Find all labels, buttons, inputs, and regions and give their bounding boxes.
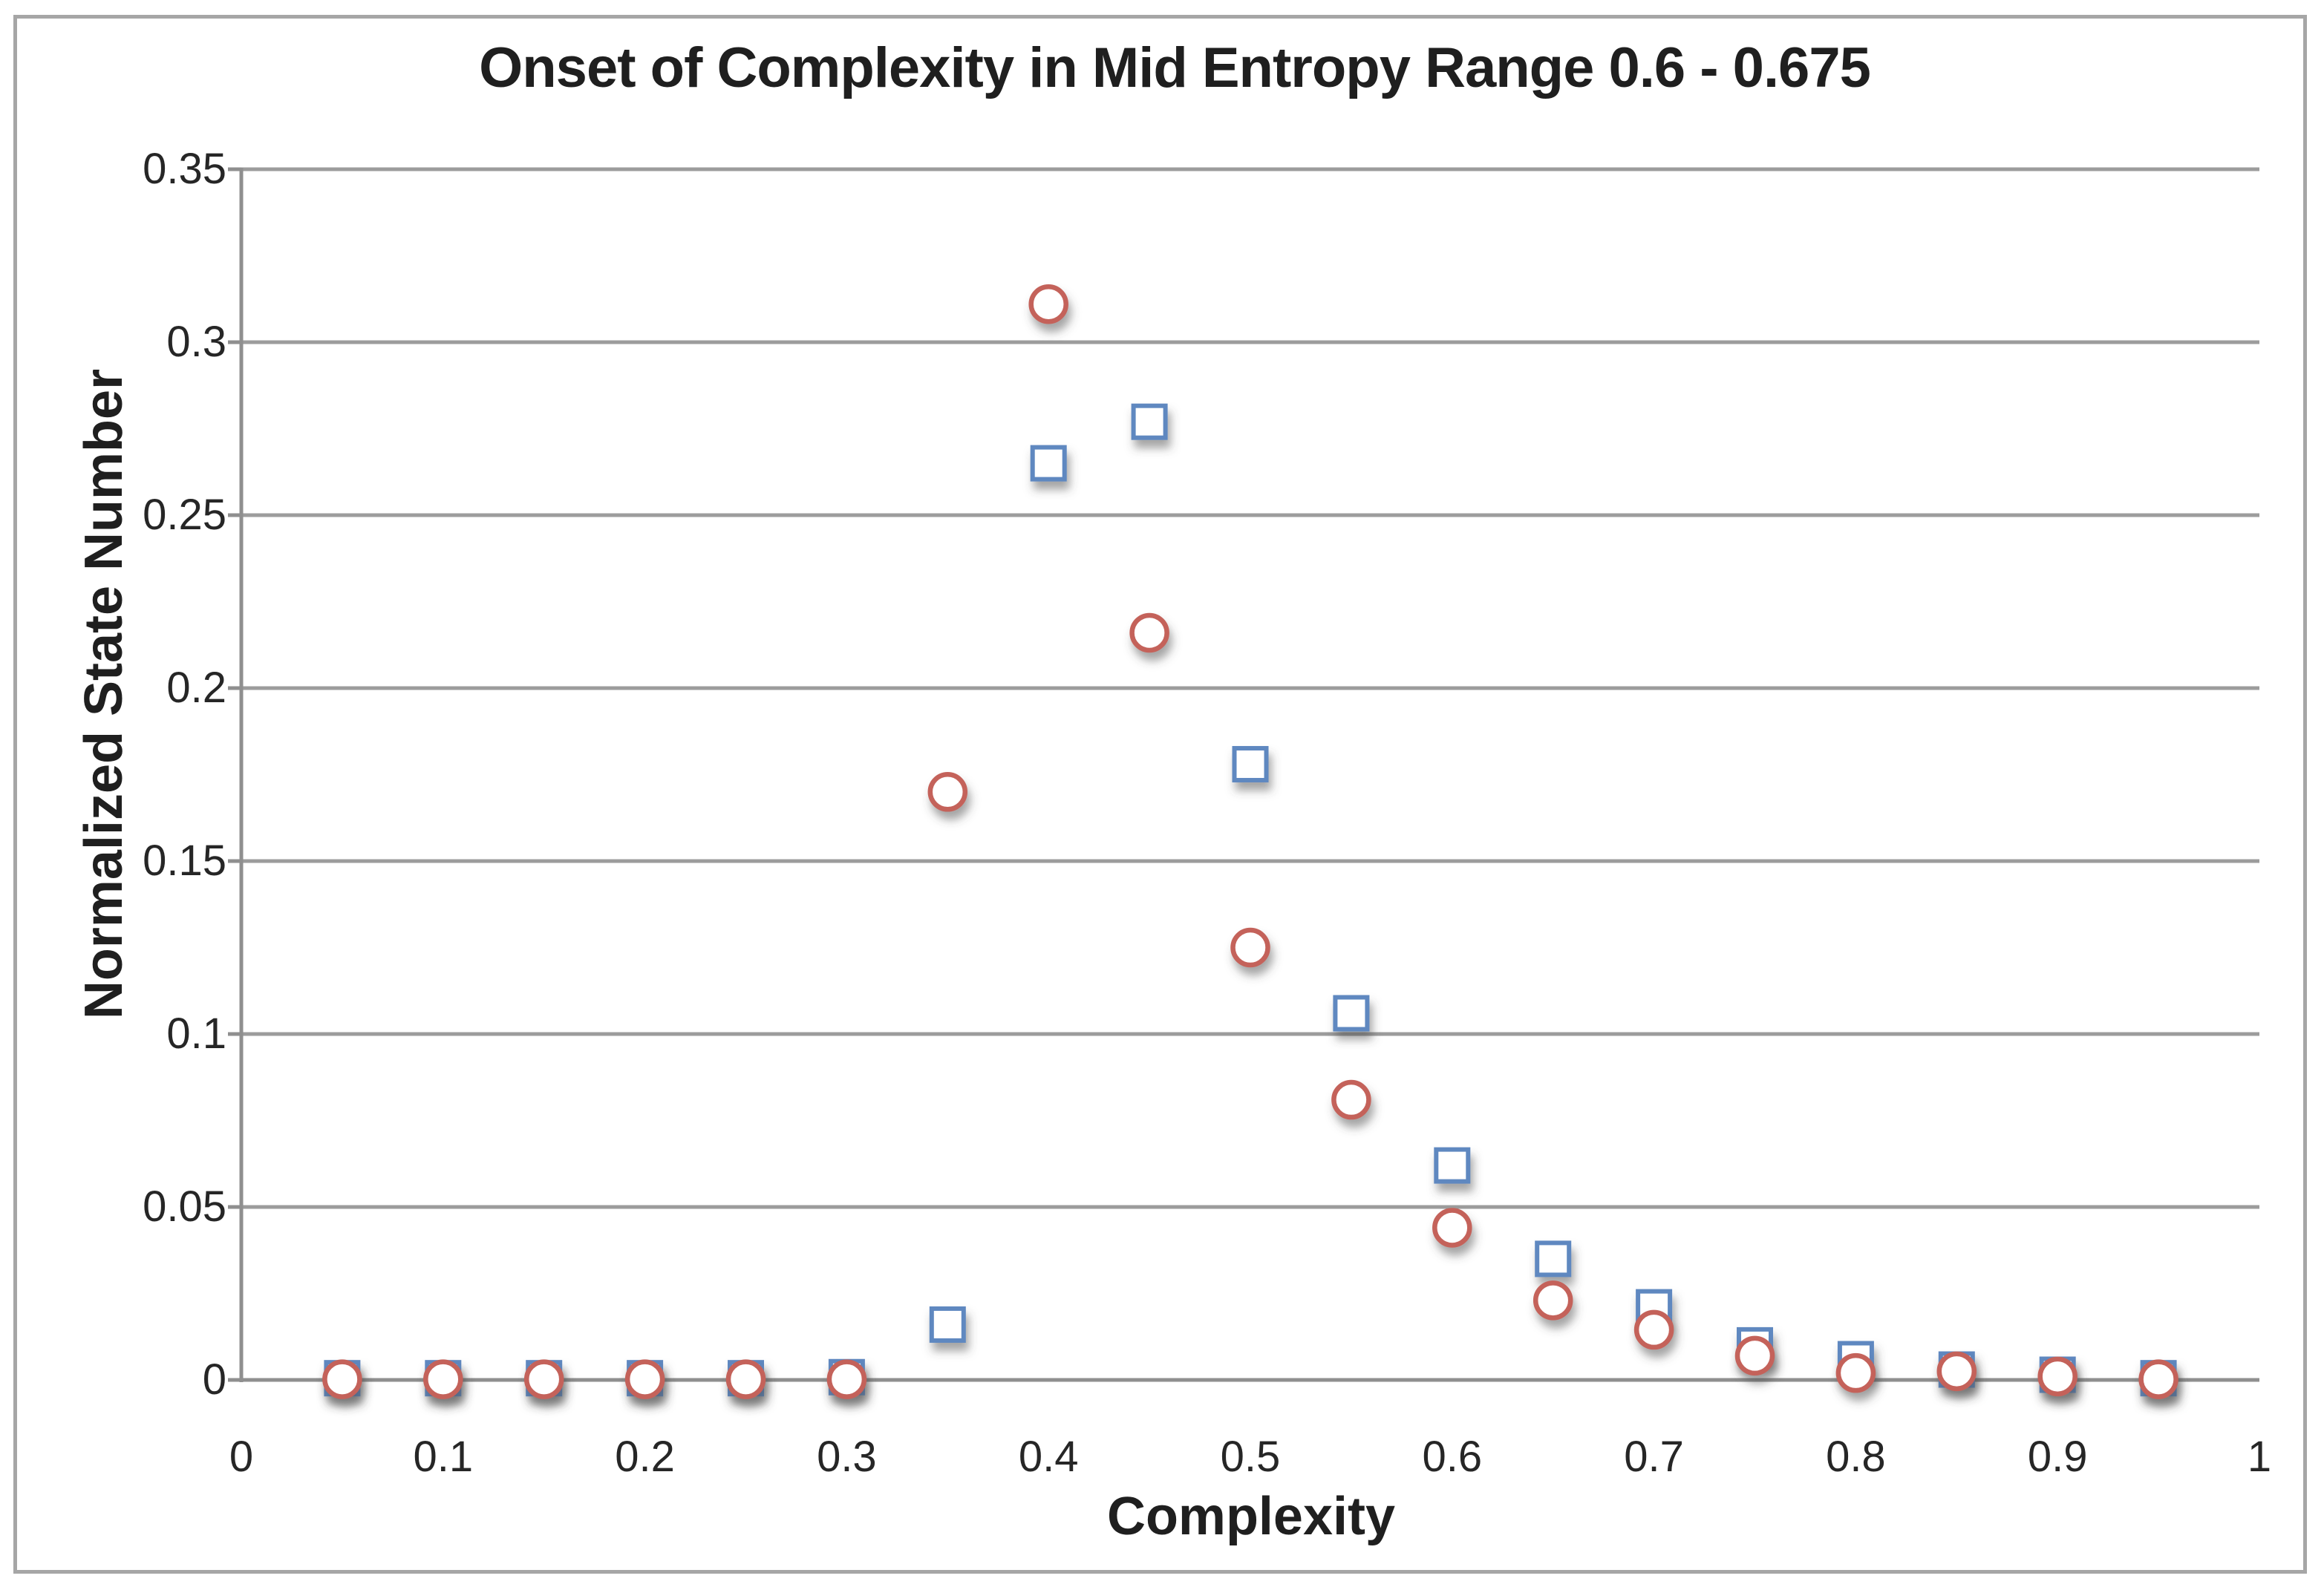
marker-square — [1434, 1147, 1471, 1184]
y-tick-label: 0.25 — [143, 491, 226, 539]
marker-circle — [2138, 1359, 2178, 1399]
marker-circle — [1028, 284, 1068, 324]
marker-square — [929, 1306, 966, 1343]
marker-square — [1131, 403, 1168, 440]
y-tick-label: 0.15 — [143, 837, 226, 885]
y-tick-label: 0.2 — [166, 664, 226, 712]
y-tick-label: 0.1 — [166, 1010, 226, 1058]
marker-circle — [1936, 1351, 1977, 1392]
marker-circle — [1129, 612, 1169, 653]
x-tick-label: 0.8 — [1826, 1433, 1886, 1481]
marker-circle — [927, 772, 968, 812]
marker-circle — [1633, 1309, 1674, 1350]
marker-circle — [1432, 1208, 1472, 1248]
y-tick-label: 0.35 — [143, 145, 226, 193]
marker-circle — [1835, 1352, 1876, 1393]
x-tick-label: 0.2 — [615, 1433, 675, 1481]
marker-square — [1232, 746, 1269, 783]
y-tick-label: 0.3 — [166, 318, 226, 366]
x-tick-label: 0.5 — [1220, 1433, 1281, 1481]
marker-square — [1030, 445, 1067, 482]
x-tick-label: 0.3 — [817, 1433, 877, 1481]
x-tick-label: 0.7 — [1624, 1433, 1684, 1481]
x-tick-label: 0.6 — [1422, 1433, 1483, 1481]
marker-circle — [523, 1359, 564, 1399]
marker-circle — [725, 1359, 766, 1399]
marker-circle — [2037, 1356, 2077, 1397]
marker-circle — [1331, 1079, 1371, 1120]
x-tick-label: 0.1 — [413, 1433, 474, 1481]
x-tick-label: 0 — [229, 1433, 254, 1481]
chart-title: Onset of Complexity in Mid Entropy Range… — [479, 36, 1871, 99]
series-blue-squares — [324, 403, 2177, 1397]
x-tick-label: 1 — [2247, 1433, 2272, 1481]
marker-circle — [1734, 1335, 1775, 1376]
marker-circle — [826, 1359, 867, 1399]
horizontal-gridlines — [228, 167, 2259, 1382]
marker-circle — [322, 1359, 362, 1399]
marker-circle — [1533, 1280, 1573, 1321]
marker-circle — [624, 1359, 665, 1399]
series-red-circles — [322, 284, 2178, 1399]
marker-square — [1535, 1240, 1572, 1277]
y-tick-label: 0.05 — [143, 1182, 226, 1231]
marker-square — [1333, 995, 1370, 1032]
axis-lines — [239, 168, 2259, 1382]
x-tick-label: 0.4 — [1018, 1433, 1079, 1481]
x-axis-title: Complexity — [1106, 1487, 1396, 1546]
y-tick-label: 0 — [202, 1355, 226, 1404]
x-tick-label: 0.9 — [2027, 1433, 2088, 1481]
marker-circle — [423, 1359, 463, 1399]
marker-circle — [1230, 927, 1270, 968]
